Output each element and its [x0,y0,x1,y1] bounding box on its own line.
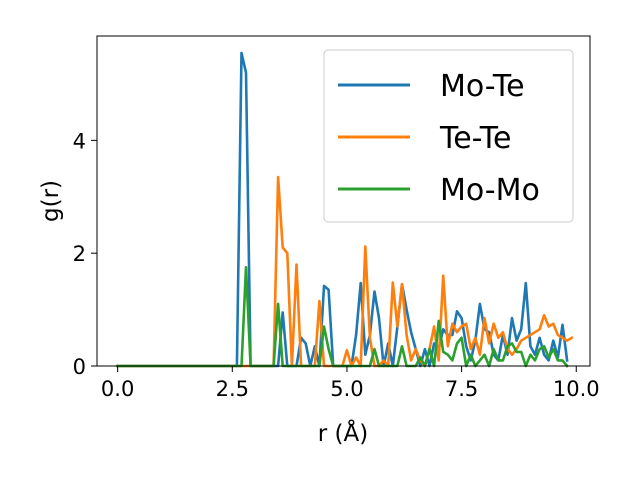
y-tick-label: 2 [73,242,86,266]
legend: Mo-Te Te-Te Mo-Mo [323,49,574,223]
x-axis-label: r (Å) [318,419,368,447]
x-tick-label: 7.5 [445,377,478,401]
x-tick-label: 10.0 [553,377,600,401]
legend-box [323,49,574,223]
plot-frame [96,35,591,367]
x-tick-label: 0.0 [101,377,134,401]
y-axis-label: g(r) [38,180,64,222]
legend-label-2: Mo-Mo [440,173,540,208]
legend-label-1: Te-Te [439,121,511,156]
y-axis: 0 2 4 [73,129,97,379]
x-axis: 0.0 2.5 5.0 7.5 10.0 [101,366,600,401]
series-line-2 [116,266,569,368]
y-tick-label: 4 [73,129,86,153]
y-tick-label: 0 [73,355,86,379]
x-tick-label: 5.0 [330,377,363,401]
x-tick-label: 2.5 [216,377,249,401]
legend-label-0: Mo-Te [440,69,525,104]
